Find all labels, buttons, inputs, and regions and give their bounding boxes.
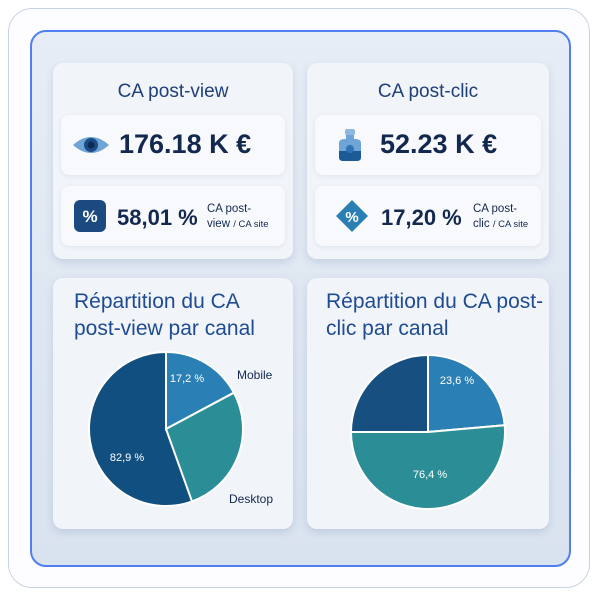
pie-chart-post-view: 17,2 % 82,9 % Mobile Desktop — [88, 350, 273, 507]
eye-icon — [73, 137, 109, 153]
pie-slice-navy — [349, 353, 429, 433]
percent-row: % 58,01 % CA post- view / CA site — [61, 186, 285, 246]
post-clic-share-value: 17,20 % — [381, 205, 462, 230]
chart-title-line1: Répartition du CA — [74, 290, 240, 313]
pie-category-label-2: Desktop — [229, 492, 273, 506]
value-row: 52.23 K € — [315, 115, 541, 175]
pie-value-label-1: 17,2 % — [170, 373, 204, 385]
post-clic-revenue-value: 52.23 K € — [380, 129, 498, 159]
share-label-line1: CA post- — [473, 203, 518, 215]
post-view-revenue-value: 176.18 K € — [119, 129, 252, 159]
share-label-line1: CA post- — [207, 203, 252, 215]
chart-title-line2: clic par canal — [326, 317, 449, 340]
percent-badge-glyph: % — [82, 207, 97, 226]
percent-badge-icon: % — [74, 200, 106, 232]
percent-tag-icon: % — [336, 200, 368, 232]
chart-title: Répartition du CA post- clic par canal — [326, 288, 543, 342]
pie-value-label-2: 82,9 % — [110, 452, 144, 464]
pie-value-label-1: 23,6 % — [440, 375, 474, 387]
pie-slice-1 — [165, 350, 236, 431]
chart-card-post-view: Répartition du CA post-view par canal 17… — [53, 278, 293, 529]
percent-row: % 17,20 % CA post- clic / CA site — [315, 186, 541, 246]
chart-title: Répartition du CA post-view par canal — [74, 288, 255, 342]
share-label-word: view — [207, 218, 231, 230]
percent-tag-glyph: % — [345, 209, 358, 226]
post-view-share-value: 58,01 % — [117, 205, 198, 230]
pie-chart-post-clic: 23,6 % 76,4 % — [349, 353, 506, 510]
chart-card-post-clic: Répartition du CA post- clic par canal 2… — [307, 278, 549, 529]
share-label-line2: view / CA site — [207, 217, 269, 232]
pie-value-label-2: 76,4 % — [413, 469, 447, 481]
share-label-word: clic — [473, 218, 490, 230]
post-view-share-label: CA post- view / CA site — [207, 202, 269, 232]
value-row: 176.18 K € — [61, 115, 285, 175]
share-label-line2: clic / CA site — [473, 217, 528, 232]
share-label-suffix: / CA site — [233, 219, 269, 230]
card-ca-post-clic: CA post-clic 52.23 K € % 17,20 % CA post… — [307, 63, 549, 259]
card-title: CA post-view — [117, 81, 229, 102]
pie-category-label-1: Mobile — [237, 368, 273, 382]
post-clic-share-label: CA post- clic / CA site — [473, 202, 528, 232]
card-title: CA post-clic — [377, 81, 479, 102]
pie-slice-band — [350, 413, 506, 510]
pie-slice-1 — [427, 353, 506, 434]
chart-title-line1: Répartition du CA post- — [326, 290, 544, 313]
share-label-suffix: / CA site — [492, 219, 529, 230]
pie-slice-band — [164, 391, 244, 503]
flask-icon — [339, 129, 361, 161]
card-ca-post-view: CA post-view 176.18 K € % 58,01 % CA pos… — [53, 63, 293, 259]
chart-title-line2: post-view par canal — [74, 317, 255, 340]
